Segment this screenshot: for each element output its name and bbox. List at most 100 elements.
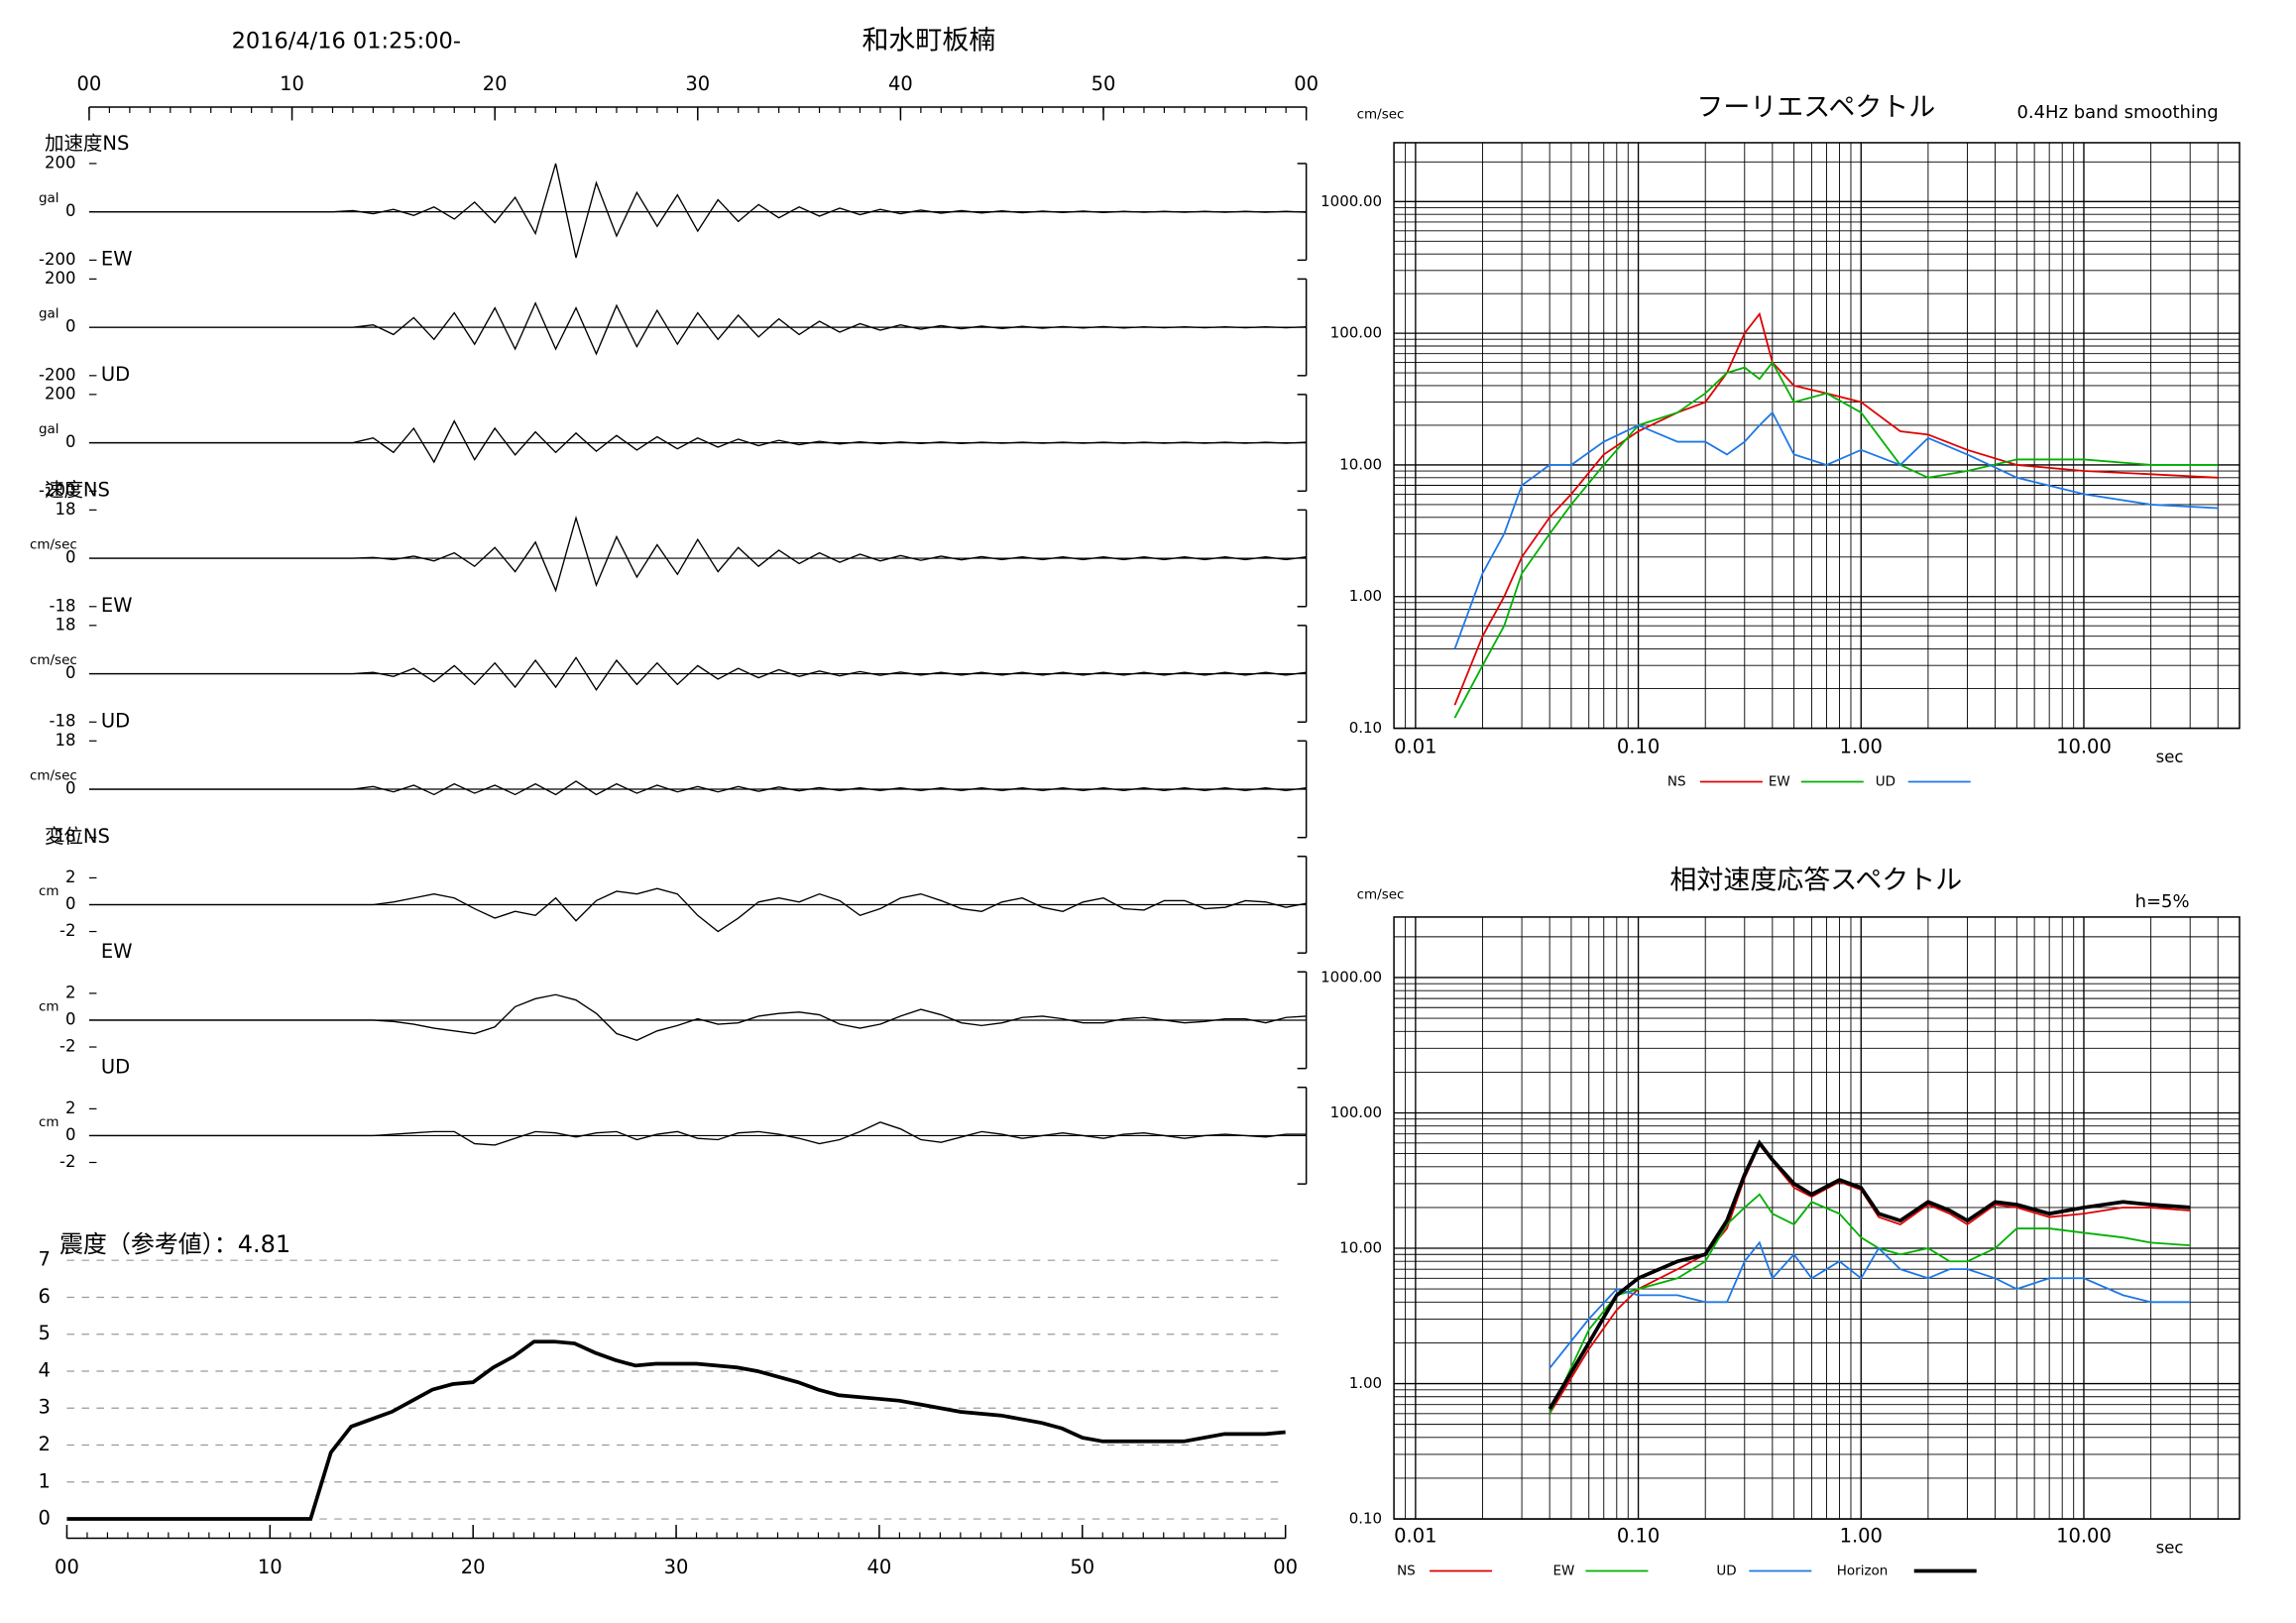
x-tick-label: 00 [77,72,102,95]
waveform [88,887,1307,933]
y-tick-label: 0 [65,779,75,798]
y-tick-label: 0 [65,201,75,220]
y-tick-label: 200 [45,384,75,403]
unit-label: cm/sec [30,652,77,668]
y-tick-label: 1.00 [1349,587,1382,605]
waveform [88,993,1307,1041]
y-tick-label: 100.00 [1330,324,1382,342]
y-tick-label: 0.10 [1349,1510,1382,1528]
y-tick-label: 1000.00 [1320,192,1382,210]
unit-label: cm [39,883,59,899]
panel-label: 加速度NS [45,132,129,155]
fourier-subtitle: 0.4Hz band smoothing [2016,102,2218,123]
x-tick-label: 1.00 [1840,1525,1883,1548]
unit-label: cm/sec [30,768,77,784]
spectrum-line [1453,311,2219,706]
y-tick-label: -18 [50,827,76,846]
y-axis-label: cm/sec [1357,886,1405,902]
y-tick-label: 0 [65,317,75,336]
y-tick-label: -2 [59,1152,75,1171]
y-tick-label: -200 [39,365,75,384]
x-tick-label: 30 [664,1556,689,1578]
spectrum-line [1453,360,2219,719]
spectrum-line [1548,1139,2191,1411]
x-tick-label: 20 [461,1556,486,1578]
x-tick-label: 10.00 [2056,736,2112,758]
y-tick-label: 0 [65,548,75,567]
spectrum-line [1549,1193,2191,1415]
waveform [88,163,1307,259]
legend-label: UD [1716,1564,1736,1579]
waveform [88,1121,1307,1146]
panel-label: UD [101,1056,130,1079]
y-tick-label: 0 [65,894,75,913]
x-tick-label: 10 [280,72,304,95]
response-title: 相対速度応答スペクトル [1669,865,1962,895]
legend-label: NS [1397,1564,1416,1579]
waveform [88,516,1307,593]
y-tick-label: 4 [39,1358,51,1381]
y-tick-label: 2 [65,868,75,886]
legend-label: UD [1876,774,1895,790]
y-tick-label: 2 [39,1433,51,1455]
panel-label: UD [101,363,130,386]
y-tick-label: -18 [50,712,76,731]
x-axis-label: sec [2156,748,2184,766]
y-tick-label: 10.00 [1339,1239,1382,1257]
y-tick-label: 0 [65,432,75,451]
spectrum-line [1549,1240,2191,1369]
y-axis-label: cm/sec [1357,106,1405,122]
panel-label: EW [101,940,133,963]
y-tick-label: 1.00 [1349,1374,1382,1392]
y-tick-label: 5 [39,1322,51,1344]
x-tick-label: 20 [483,72,508,95]
y-tick-label: 18 [55,500,75,519]
y-tick-label: 0 [65,1009,75,1028]
intensity-title: 震度（参考値）：4.81 [59,1230,290,1258]
x-tick-label: 00 [1294,72,1319,95]
y-tick-label: -18 [50,596,76,615]
legend-label: NS [1667,774,1686,790]
legend-label: EW [1552,1564,1574,1579]
x-tick-label: 50 [1070,1556,1094,1578]
y-tick-label: 0.10 [1349,719,1382,737]
y-tick-label: -200 [39,250,75,269]
unit-label: gal [39,190,59,206]
x-tick-label: 0.10 [1617,1525,1660,1548]
y-tick-label: 200 [45,269,75,288]
y-tick-label: 200 [45,153,75,172]
panel-label: EW [101,594,133,617]
waveform [88,419,1307,464]
panel-label: UD [101,709,130,732]
y-tick-label: 100.00 [1330,1103,1382,1121]
y-tick-label: 1000.00 [1320,968,1382,985]
waveform [88,656,1307,692]
panel-label: 変位NS [45,825,110,848]
y-tick-label: 0 [65,1125,75,1144]
legend-label: Horizon [1837,1564,1889,1579]
y-tick-label: 6 [39,1285,51,1308]
waveform [88,780,1307,796]
x-tick-label: 00 [1273,1556,1298,1578]
y-tick-label: -2 [59,921,75,940]
x-tick-label: 0.10 [1617,736,1660,758]
x-tick-label: 10 [258,1556,283,1578]
unit-label: cm [39,1114,59,1130]
y-tick-label: 0 [39,1507,51,1530]
y-tick-label: 18 [55,731,75,750]
intensity-line [66,1339,1286,1521]
waveform [88,301,1307,356]
legend-label: EW [1769,774,1790,790]
x-tick-label: 0.01 [1394,1525,1436,1548]
panel-label: 速度NS [45,478,110,501]
unit-label: cm/sec [30,537,77,553]
unit-label: gal [39,306,59,322]
y-tick-label: 2 [65,983,75,1001]
x-tick-label: 50 [1091,72,1116,95]
y-tick-label: 10.00 [1339,455,1382,473]
y-tick-label: 2 [65,1099,75,1117]
x-tick-label: 30 [685,72,710,95]
panel-label: EW [101,247,133,270]
spectrum-line [1549,1143,2191,1415]
